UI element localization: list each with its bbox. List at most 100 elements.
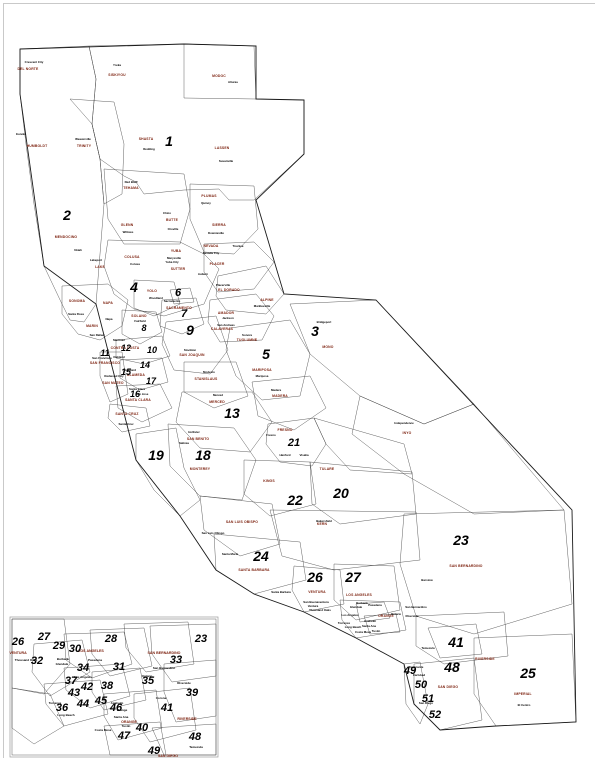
- city-label-el-centro: El Centro: [518, 703, 531, 707]
- district-label-27[interactable]: 27: [344, 569, 362, 585]
- district-label-41[interactable]: 41: [447, 634, 464, 650]
- district-label-15[interactable]: 15: [121, 367, 132, 377]
- inset-city-label-tustin: Tustin: [122, 724, 131, 728]
- district-label-21[interactable]: 21: [287, 437, 300, 449]
- county-label-san-mateo: SAN MATEO: [102, 381, 124, 385]
- city-label-long-beach: Long Beach: [345, 625, 362, 629]
- county-label-san-joaquin: SAN JOAQUIN: [179, 353, 205, 357]
- district-label-12[interactable]: 12: [121, 343, 131, 353]
- county-label-shasta: SHASTA: [139, 137, 154, 141]
- city-label-nevada-city: Nevada City: [203, 251, 220, 255]
- inset-district-label-31[interactable]: 31: [113, 661, 125, 673]
- city-label-santa-rosa: Santa Rosa: [68, 312, 84, 316]
- california-district-map[interactable]: DEL NORTE SISKIYOU MODOC HUMBOLDT TRINITY SHA…: [4, 4, 596, 759]
- district-label-20[interactable]: 20: [332, 485, 349, 501]
- city-label-san-buenaventura: San Buenaventura: [303, 600, 329, 604]
- inset-district-label-42[interactable]: 42: [80, 681, 93, 693]
- inset-district-label-49[interactable]: 49: [147, 745, 161, 757]
- city-label-woodland: Woodland: [149, 296, 163, 300]
- city-label-hollister: Hollister: [188, 430, 200, 434]
- inset-district-label-46[interactable]: 46: [109, 702, 123, 714]
- city-label-colusa: Colusa: [130, 262, 140, 266]
- district-label-52[interactable]: 52: [429, 709, 441, 721]
- district-label-13[interactable]: 13: [224, 405, 240, 421]
- inset-district-label-48[interactable]: 48: [188, 731, 202, 743]
- district-label-48[interactable]: 48: [443, 659, 460, 675]
- city-label-napa: Napa: [105, 317, 112, 321]
- county-label-el-dorado: EL DORADO: [218, 288, 240, 292]
- inset-district-label-41[interactable]: 41: [160, 702, 173, 714]
- inset-district-label-44[interactable]: 44: [76, 698, 89, 710]
- inset-district-label-38[interactable]: 38: [101, 680, 114, 692]
- district-label-16[interactable]: 16: [130, 389, 141, 399]
- district-label-24[interactable]: 24: [252, 548, 269, 564]
- city-label-bridgeport: Bridgeport: [317, 320, 332, 324]
- inset-district-label-29[interactable]: 29: [52, 640, 66, 652]
- district-label-5[interactable]: 5: [262, 346, 270, 362]
- inset-panel[interactable]: [9, 616, 219, 758]
- city-label-crescent-city: Crescent City: [25, 60, 44, 64]
- district-label-6[interactable]: 6: [175, 287, 182, 299]
- inset-district-label-47[interactable]: 47: [117, 730, 131, 742]
- inset-district-label-27[interactable]: 27: [37, 631, 51, 643]
- inset-district-label-23[interactable]: 23: [194, 633, 207, 645]
- county-label-santa-cruz: SANTA CRUZ: [115, 412, 138, 416]
- district-label-19[interactable]: 19: [148, 447, 164, 463]
- city-label-chico: Chico: [163, 211, 171, 215]
- district-label-14[interactable]: 14: [140, 360, 150, 370]
- district-label-49[interactable]: 49: [403, 665, 417, 677]
- inset-district-label-36[interactable]: 36: [56, 702, 69, 714]
- inset-district-label-40[interactable]: 40: [135, 722, 149, 734]
- district-label-10[interactable]: 10: [147, 345, 157, 355]
- district-label-2[interactable]: 2: [62, 207, 71, 223]
- inset-city-label-thousand-oaks: Thousand Oaks: [15, 658, 38, 662]
- district-label-26[interactable]: 26: [306, 569, 323, 585]
- inset-district-label-30[interactable]: 30: [69, 643, 82, 655]
- city-label-markleeville: Markleeville: [254, 304, 271, 308]
- district-label-22[interactable]: 22: [286, 492, 303, 508]
- district-label-51[interactable]: 51: [422, 693, 434, 705]
- district-label-23[interactable]: 23: [452, 532, 469, 548]
- inset-district-label-37[interactable]: 37: [65, 675, 78, 687]
- city-label-placerville: Placerville: [216, 283, 231, 287]
- inset-county-label-san-diego: SAN DIEGO: [158, 754, 178, 758]
- city-label-oceanside: Oceanside: [409, 665, 424, 669]
- inset-district-label-33[interactable]: 33: [170, 654, 182, 666]
- city-labels-group: Crescent City Yreka Alturas Eureka Weavervil…: [16, 60, 530, 707]
- city-label-modesto: Modesto: [203, 370, 215, 374]
- county-labels-group: DEL NORTE SISKIYOU MODOC HUMBOLDT TRINITY SHA…: [18, 67, 532, 696]
- inset-district-label-43[interactable]: 43: [67, 687, 80, 699]
- county-label-tehama: TEHAMA: [123, 186, 139, 190]
- district-label-11[interactable]: 11: [100, 348, 109, 358]
- district-label-4[interactable]: 4: [129, 279, 138, 295]
- district-label-7[interactable]: 7: [181, 308, 188, 320]
- inset-district-label-39[interactable]: 39: [186, 687, 199, 699]
- county-label-san-diego: SAN DIEGO: [438, 685, 459, 689]
- inset-district-label-35[interactable]: 35: [142, 675, 155, 687]
- city-label-hanford: Hanford: [279, 453, 290, 457]
- district-label-1[interactable]: 1: [165, 133, 173, 149]
- district-label-3[interactable]: 3: [311, 323, 319, 339]
- inset-district-label-28[interactable]: 28: [104, 633, 118, 645]
- district-label-17[interactable]: 17: [146, 376, 157, 386]
- district-label-8[interactable]: 8: [141, 323, 146, 333]
- inset-district-label-32[interactable]: 32: [31, 655, 43, 667]
- district-label-18[interactable]: 18: [195, 447, 211, 463]
- county-label-mono: MONO: [322, 345, 333, 349]
- inset-city-label-san-bernardino: San Bernardino: [153, 666, 176, 670]
- inset-district-label-34[interactable]: 34: [77, 662, 89, 674]
- city-label-downieville: Downieville: [208, 231, 224, 235]
- county-label-mariposa: MARIPOSA: [252, 368, 272, 372]
- county-label-merced: MERCED: [209, 400, 225, 404]
- city-label-costa-mesa: Costa Mesa: [355, 630, 371, 634]
- inset-district-label-45[interactable]: 45: [94, 695, 108, 707]
- district-label-50[interactable]: 50: [415, 679, 428, 691]
- district-label-25[interactable]: 25: [519, 665, 536, 681]
- city-label-alturas: Alturas: [228, 80, 238, 84]
- inset-district-label-26[interactable]: 26: [11, 636, 25, 648]
- county-label-sierra: SIERRA: [212, 223, 226, 227]
- district-label-9[interactable]: 9: [186, 322, 194, 338]
- city-label-san-bernardino: San Bernardino: [405, 605, 427, 609]
